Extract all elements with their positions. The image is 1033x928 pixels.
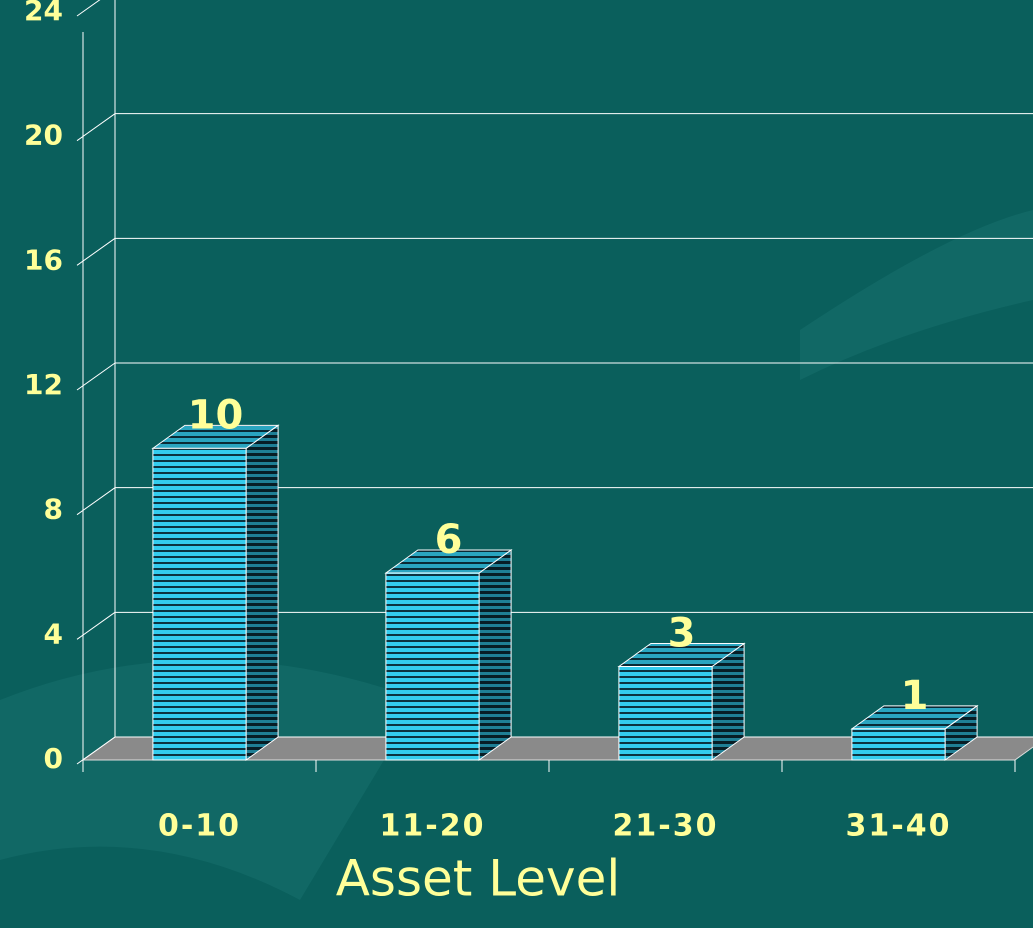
decor bbox=[0, 660, 420, 900]
x-tick-label: 0-10 bbox=[158, 809, 241, 844]
tick-mark bbox=[76, 487, 116, 516]
y-tick-label: 16 bbox=[24, 243, 63, 276]
tick-mark bbox=[76, 0, 101, 17]
tick-mark bbox=[76, 362, 116, 391]
x-axis-title: Asset Level bbox=[336, 850, 621, 908]
bar-side bbox=[245, 424, 279, 761]
value-label: 3 bbox=[668, 611, 696, 657]
x-tick-label: 21-30 bbox=[613, 809, 719, 844]
value-label: 6 bbox=[435, 517, 463, 563]
plot: 0 4 8 12 16 20 24 10 0-10 6 11-20 3 21-30 1 31-40 bbox=[24, 0, 1033, 844]
bar bbox=[385, 572, 480, 761]
bar bbox=[618, 666, 713, 761]
tick-mark bbox=[76, 611, 116, 640]
x-tick-label: 31-40 bbox=[846, 809, 952, 844]
y-tick-label: 24 bbox=[24, 0, 63, 27]
value-label: 10 bbox=[188, 392, 244, 438]
y-tick-label: 4 bbox=[44, 617, 63, 650]
y-tick-label: 0 bbox=[44, 742, 63, 775]
y-tick-label: 8 bbox=[44, 493, 63, 526]
value-label: 1 bbox=[901, 673, 929, 719]
tick-mark bbox=[76, 237, 116, 266]
bar bbox=[152, 447, 247, 761]
tick-mark bbox=[76, 113, 116, 142]
tick-mark bbox=[76, 736, 116, 765]
y-tick-label: 20 bbox=[24, 119, 63, 152]
y-tick-label: 12 bbox=[24, 368, 63, 401]
bar-side bbox=[478, 549, 512, 761]
bar bbox=[851, 728, 946, 761]
decor bbox=[800, 210, 1033, 380]
x-tick-label: 11-20 bbox=[380, 809, 486, 844]
